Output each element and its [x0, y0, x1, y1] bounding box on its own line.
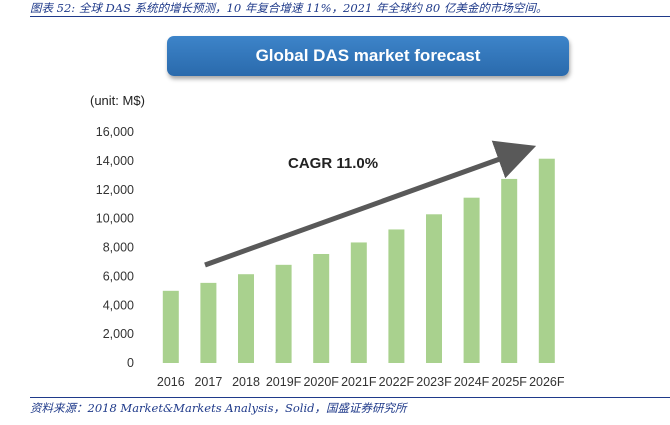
y-tick-label: 10,000 [96, 212, 134, 226]
x-tick-label: 2026F [529, 375, 565, 389]
bar [538, 158, 555, 363]
x-tick-label: 2019F [266, 375, 302, 389]
figure-caption: 图表 52: 全球 DAS 系统的增长预测，10 年复合增速 11%，2021 … [30, 1, 548, 15]
cagr-annotation: CAGR 11.0% [288, 155, 378, 172]
bar [200, 282, 217, 363]
chart-title: Global DAS market forecast [167, 36, 569, 76]
y-tick-label: 14,000 [96, 154, 134, 168]
x-tick-label: 2022F [379, 375, 415, 389]
bottom-divider [30, 397, 670, 398]
unit-label: (unit: M$) [90, 93, 145, 108]
x-tick-label: 2016 [157, 375, 185, 389]
bar [426, 214, 442, 363]
y-tick-label: 0 [127, 356, 134, 370]
x-tick-label: 2017 [194, 375, 222, 389]
bar [275, 264, 292, 363]
x-tick-label: 2020F [303, 375, 339, 389]
bar [463, 197, 480, 363]
x-tick-label: 2018 [232, 375, 260, 389]
y-axis: 0 2,000 4,000 6,000 8,000 10,000 12,000 14,000 1… [96, 125, 134, 370]
y-tick-label: 2,000 [103, 327, 134, 341]
x-tick-label: 2021F [341, 375, 377, 389]
y-tick-label: 16,000 [96, 125, 134, 139]
bar [238, 274, 254, 363]
x-tick-label: 2025F [491, 375, 527, 389]
bar [313, 253, 330, 363]
growth-arrow [204, 140, 537, 268]
source-note: 资料来源：2018 Market&Markets Analysis，Solid，… [30, 401, 407, 415]
bar [388, 229, 405, 363]
y-tick-label: 4,000 [103, 298, 134, 312]
x-axis: 2016 2017 2018 2019F 2020F 2021F 2022F 2023F 202… [157, 375, 565, 389]
bars [162, 158, 555, 363]
y-tick-label: 12,000 [96, 183, 134, 197]
x-tick-label: 2024F [454, 375, 490, 389]
bar [501, 178, 518, 363]
bar [162, 290, 179, 363]
y-tick-label: 8,000 [103, 241, 134, 255]
y-tick-label: 6,000 [103, 269, 134, 283]
top-divider [30, 16, 670, 17]
bar [350, 242, 367, 363]
x-tick-label: 2023F [416, 375, 452, 389]
